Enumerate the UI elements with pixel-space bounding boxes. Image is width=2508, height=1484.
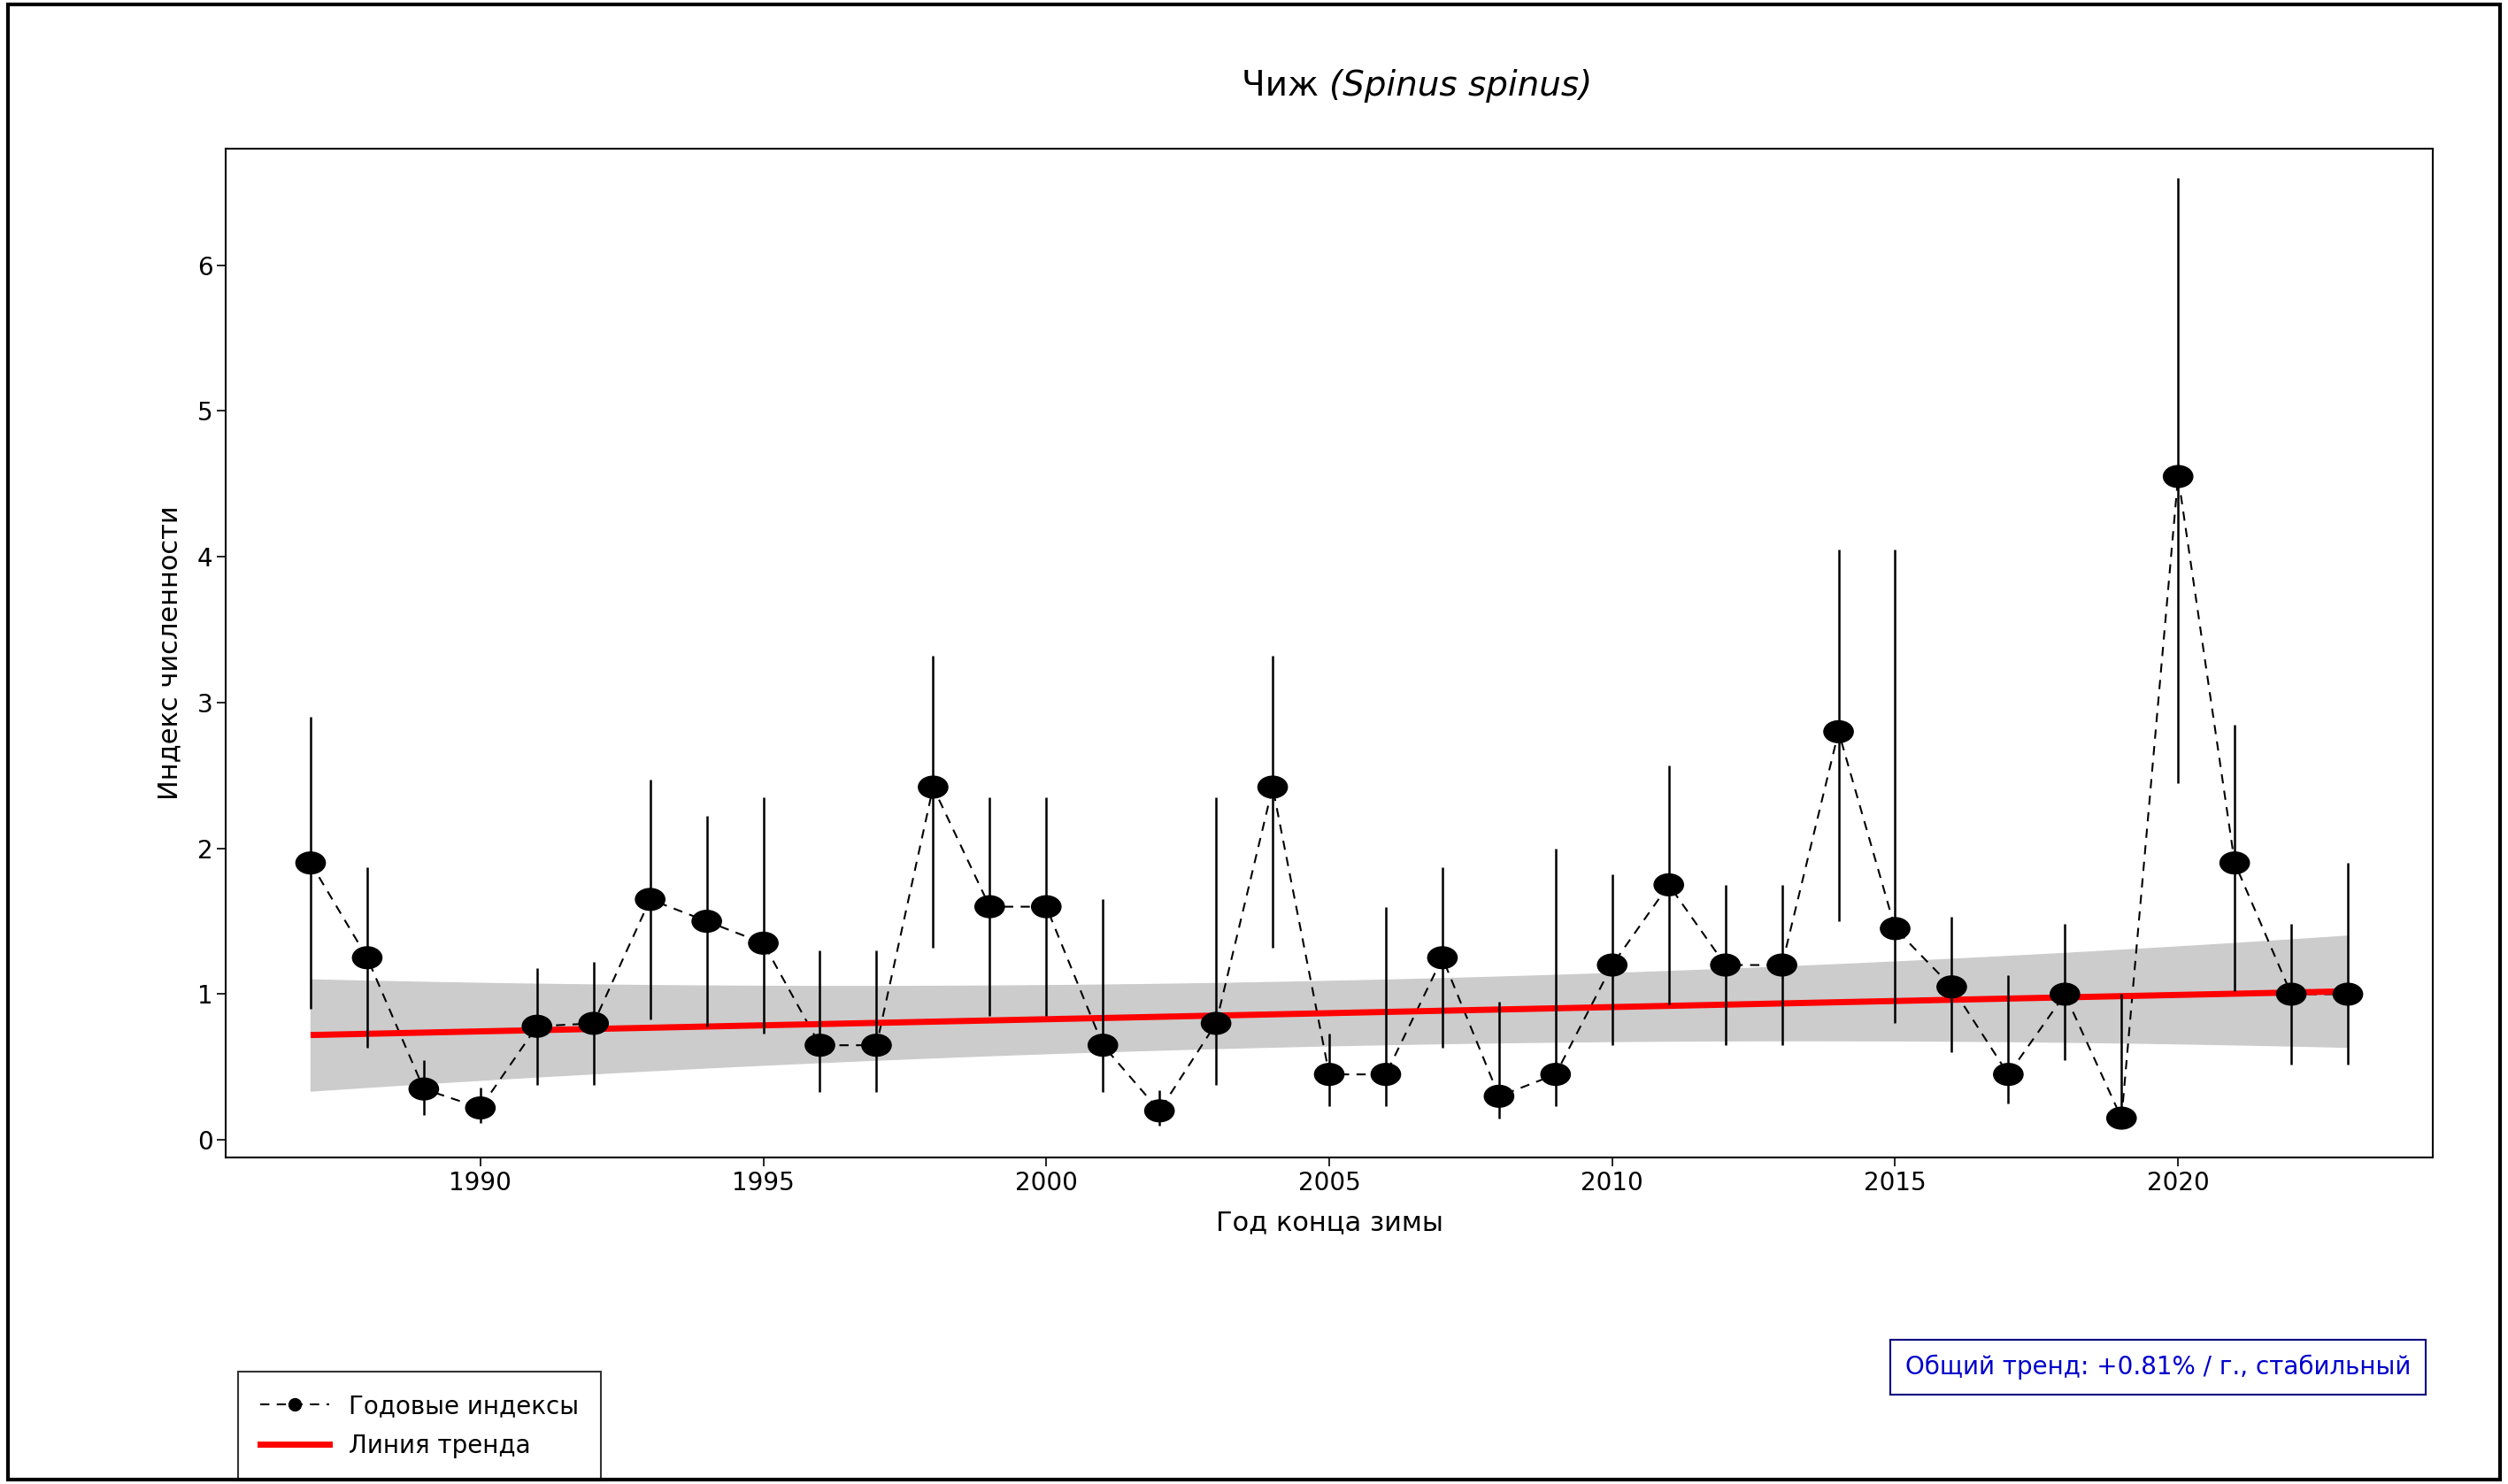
Ellipse shape (692, 910, 722, 932)
Ellipse shape (579, 1012, 609, 1034)
Ellipse shape (1598, 954, 1628, 976)
Ellipse shape (1540, 1064, 1570, 1085)
Text: Чиж: Чиж (1241, 70, 1329, 102)
Ellipse shape (635, 889, 665, 910)
Ellipse shape (747, 932, 777, 954)
Ellipse shape (2277, 984, 2305, 1005)
Ellipse shape (1485, 1085, 1515, 1107)
Ellipse shape (1655, 874, 1683, 896)
Text: Общий тренд: +0.81% / г., стабильный: Общий тренд: +0.81% / г., стабильный (1906, 1355, 2410, 1380)
Ellipse shape (863, 1034, 890, 1057)
Ellipse shape (1881, 917, 1911, 939)
Legend: Годовые индексы, Линия тренда: Годовые индексы, Линия тренда (238, 1371, 602, 1480)
Ellipse shape (976, 896, 1003, 917)
Ellipse shape (1259, 776, 1287, 798)
Ellipse shape (354, 947, 381, 969)
Ellipse shape (918, 776, 948, 798)
Ellipse shape (1031, 896, 1061, 917)
Ellipse shape (1144, 1100, 1174, 1122)
Ellipse shape (1427, 947, 1457, 969)
Ellipse shape (1823, 721, 1853, 742)
Ellipse shape (1372, 1064, 1399, 1085)
Ellipse shape (466, 1097, 494, 1119)
Ellipse shape (1936, 976, 1966, 997)
Ellipse shape (1768, 954, 1796, 976)
Ellipse shape (522, 1015, 552, 1037)
Ellipse shape (1710, 954, 1741, 976)
Ellipse shape (2107, 1107, 2137, 1129)
Ellipse shape (296, 852, 326, 874)
Ellipse shape (1201, 1012, 1231, 1034)
Ellipse shape (1314, 1064, 1344, 1085)
Y-axis label: Индекс численности: Индекс численности (155, 506, 183, 800)
Ellipse shape (805, 1034, 835, 1057)
Ellipse shape (2164, 466, 2192, 487)
X-axis label: Год конца зимы: Год конца зимы (1216, 1209, 1442, 1236)
Ellipse shape (1088, 1034, 1119, 1057)
Ellipse shape (2220, 852, 2250, 874)
Ellipse shape (1994, 1064, 2024, 1085)
Text: (Spinus spinus): (Spinus spinus) (1329, 70, 1593, 102)
Ellipse shape (409, 1077, 439, 1100)
Ellipse shape (2332, 984, 2363, 1005)
Ellipse shape (2049, 984, 2079, 1005)
